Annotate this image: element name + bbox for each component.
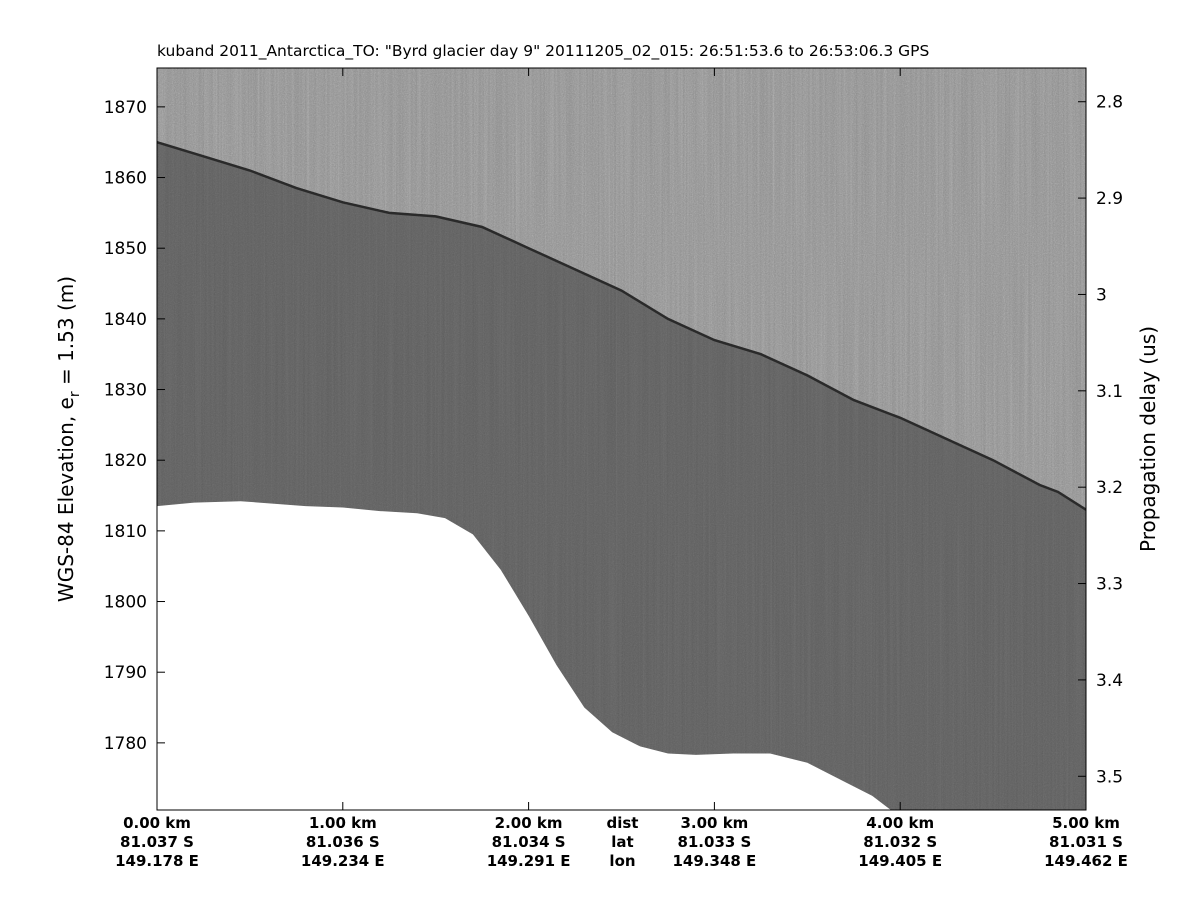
x-tick-label-lon: 149.462 E [1044, 852, 1128, 870]
y-axis-label: WGS-84 Elevation, er = 1.53 (m) [54, 276, 83, 602]
y2-tick-label: 3.4 [1096, 671, 1123, 691]
x-tick-label-lat: 81.037 S [120, 833, 194, 851]
y-tick-label: 1840 [104, 310, 147, 330]
no-data-region [157, 501, 891, 810]
x-tick-label-lat: 81.033 S [677, 833, 751, 851]
x-row-label-dist: dist [607, 814, 639, 832]
x-tick-label-lon: 149.291 E [487, 852, 571, 870]
x-tick-label-lon: 149.178 E [115, 852, 199, 870]
x-tick-label-lat: 81.036 S [306, 833, 380, 851]
x-tick-label-lat: 81.034 S [492, 833, 566, 851]
x-tick-label-lon: 149.348 E [673, 852, 757, 870]
x-tick-label-lon: 149.234 E [301, 852, 385, 870]
y-tick-label: 1810 [104, 522, 147, 542]
y-tick-label: 1850 [104, 239, 147, 259]
y-tick-label: 1820 [104, 451, 147, 471]
plot-frame [156, 67, 1087, 811]
y2-tick-label: 2.8 [1096, 93, 1123, 113]
y2-tick-label: 2.9 [1096, 189, 1123, 209]
x-tick-label-dist: 0.00 km [123, 814, 191, 832]
x-tick-label-lat: 81.032 S [863, 833, 937, 851]
x-tick-label-dist: 2.00 km [495, 814, 563, 832]
chart-title: kuband 2011_Antarctica_TO: "Byrd glacier… [157, 42, 930, 60]
y2-tick-label: 3.1 [1096, 382, 1123, 402]
y-tick-label: 1780 [104, 734, 147, 754]
y-tick-label: 1800 [104, 593, 147, 613]
x-tick-label-lon: 149.405 E [858, 852, 942, 870]
y-tick-label: 1830 [104, 381, 147, 401]
x-tick-label-dist: 1.00 km [309, 814, 377, 832]
x-row-label-lon: lon [609, 852, 635, 870]
y2-axis-label: Propagation delay (us) [1136, 326, 1160, 552]
y2-tick-label: 3.3 [1096, 575, 1123, 595]
y-tick-label: 1870 [104, 98, 147, 118]
x-tick-label-dist: 5.00 km [1052, 814, 1120, 832]
x-tick-label-dist: 3.00 km [680, 814, 748, 832]
y2-tick-label: 3.5 [1096, 767, 1123, 787]
x-row-label-lat: lat [611, 833, 633, 851]
y-tick-label: 1790 [104, 663, 147, 683]
y2-tick-label: 3 [1096, 285, 1107, 305]
x-tick-label-dist: 4.00 km [866, 814, 934, 832]
y2-tick-label: 3.2 [1096, 478, 1123, 498]
surface-line [157, 141, 1086, 511]
y-tick-label: 1860 [104, 169, 147, 189]
x-tick-label-lat: 81.031 S [1049, 833, 1123, 851]
